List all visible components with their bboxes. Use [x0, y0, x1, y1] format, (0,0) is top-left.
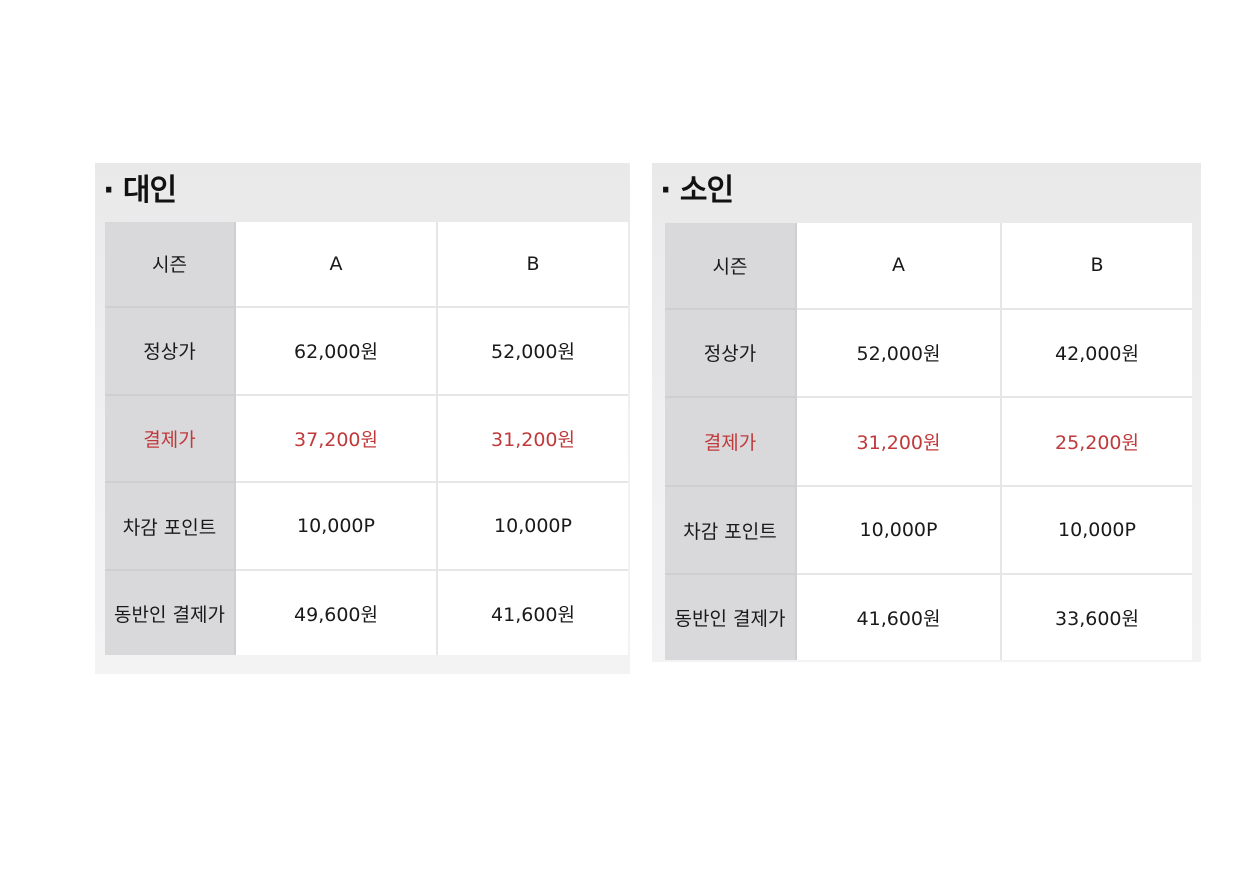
adult-price-table: 시즌 A B 정상가 62,000원 52,000원 결제가 37,200원 3… [105, 222, 628, 655]
panel-title: · 대인 [103, 173, 177, 208]
table-header-row: 시즌 A B [105, 222, 628, 308]
cell: 52,000원 [436, 305, 628, 396]
header-col-a: A [234, 222, 438, 308]
cell: 62,000원 [234, 305, 438, 396]
cell: 41,600원 [795, 573, 1002, 660]
cell: 33,600원 [1000, 573, 1192, 660]
cell: 42,000원 [1000, 307, 1192, 399]
row-label: 결제가 [105, 393, 236, 484]
table-row: 차감 포인트 10,000P 10,000P [665, 484, 1192, 576]
table-header-row: 시즌 A B [665, 223, 1192, 310]
child-price-panel: · 소인 시즌 A B 정상가 52,000원 42,000원 결제가 31,2… [652, 163, 1201, 662]
panel-title: · 소인 [660, 173, 734, 208]
cell: 37,200원 [234, 393, 438, 484]
cell: 10,000P [436, 481, 628, 572]
cell: 10,000P [795, 484, 1002, 576]
cell: 31,200원 [436, 393, 628, 484]
cell: 10,000P [234, 481, 438, 572]
cell: 10,000P [1000, 484, 1192, 576]
table-row: 동반인 결제가 49,600원 41,600원 [105, 569, 628, 655]
row-label: 정상가 [665, 307, 797, 399]
table-row: 결제가 37,200원 31,200원 [105, 393, 628, 484]
cell: 52,000원 [795, 307, 1002, 399]
table-row: 정상가 52,000원 42,000원 [665, 307, 1192, 399]
adult-price-panel: · 대인 시즌 A B 정상가 62,000원 52,000원 결제가 37,2… [95, 163, 630, 674]
cell: 25,200원 [1000, 396, 1192, 487]
table-row: 정상가 62,000원 52,000원 [105, 305, 628, 396]
cell: 31,200원 [795, 396, 1002, 487]
row-label: 동반인 결제가 [105, 569, 236, 655]
cell: 49,600원 [234, 569, 438, 655]
row-label: 차감 포인트 [105, 481, 236, 572]
header-col-a: A [795, 223, 1002, 310]
table-row: 결제가 31,200원 25,200원 [665, 396, 1192, 487]
row-label: 결제가 [665, 396, 797, 487]
table-row: 동반인 결제가 41,600원 33,600원 [665, 573, 1192, 660]
table-row: 차감 포인트 10,000P 10,000P [105, 481, 628, 572]
cell: 41,600원 [436, 569, 628, 655]
child-price-table: 시즌 A B 정상가 52,000원 42,000원 결제가 31,200원 2… [665, 223, 1192, 660]
header-label: 시즌 [105, 222, 236, 308]
header-col-b: B [1000, 223, 1192, 310]
header-label: 시즌 [665, 223, 797, 310]
header-col-b: B [436, 222, 628, 308]
row-label: 정상가 [105, 305, 236, 396]
row-label: 동반인 결제가 [665, 573, 797, 660]
row-label: 차감 포인트 [665, 484, 797, 576]
